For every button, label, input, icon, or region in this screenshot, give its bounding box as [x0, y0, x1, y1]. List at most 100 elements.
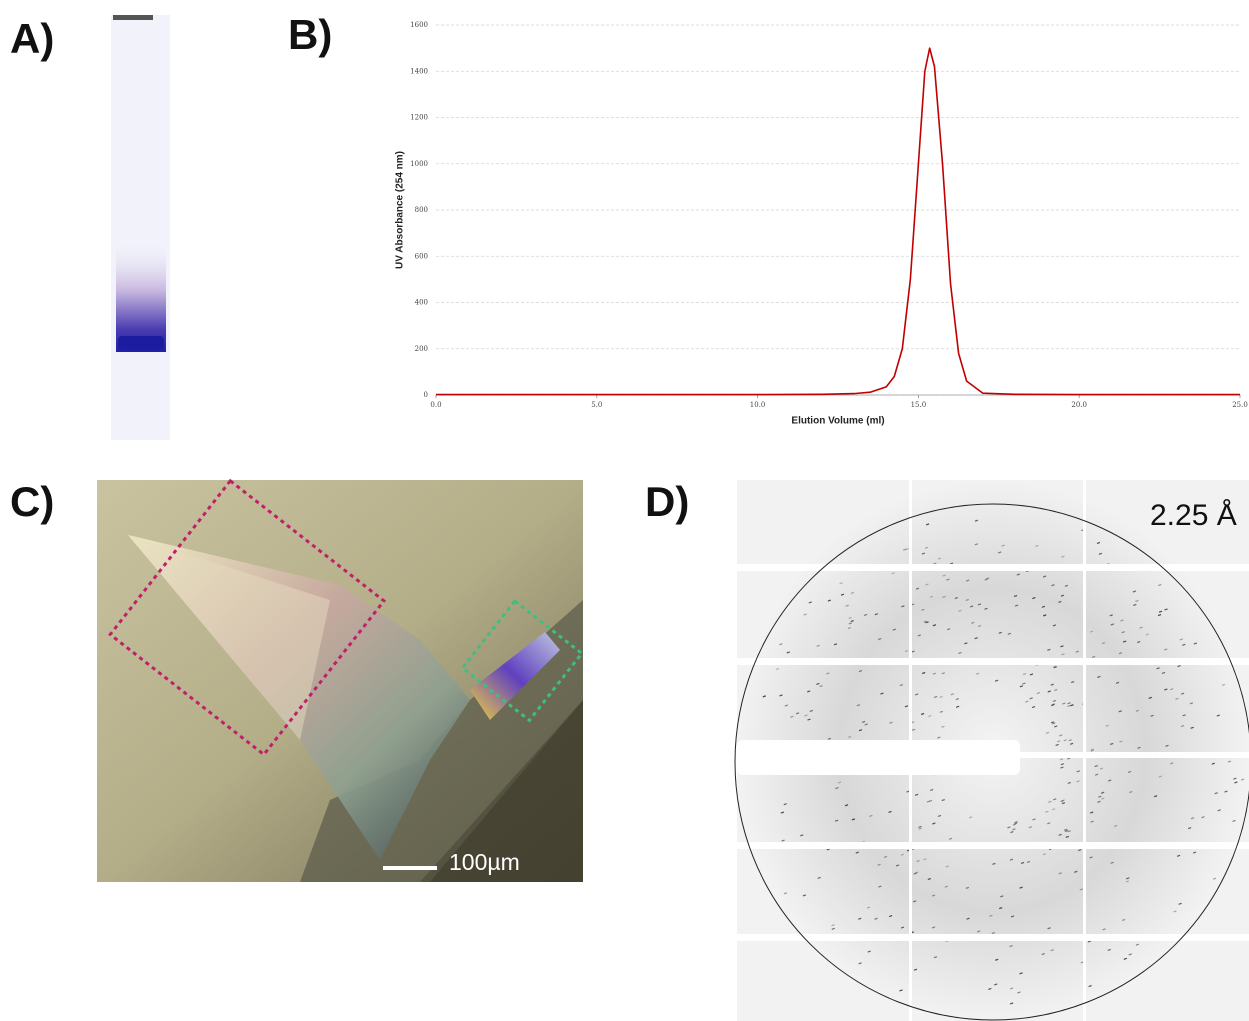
- diffraction-spot: [1060, 766, 1064, 769]
- diffraction-spot: [844, 804, 849, 807]
- diffraction-spot: [878, 885, 882, 888]
- diffraction-spot: [1233, 777, 1237, 780]
- diffraction-spot: [948, 837, 953, 840]
- diffraction-spot: [975, 672, 980, 675]
- diffraction-spot: [920, 712, 925, 716]
- diffraction-spot: [1098, 795, 1102, 798]
- diffraction-spot: [904, 650, 909, 653]
- diffraction-spot: [1063, 739, 1067, 742]
- diffraction-spot: [1031, 705, 1036, 709]
- diffraction-spot: [845, 604, 849, 607]
- diffraction-spot: [1013, 594, 1018, 598]
- diffraction-spot: [775, 667, 780, 670]
- diffraction-spot: [1054, 725, 1058, 728]
- gel-image: [111, 15, 170, 440]
- diffraction-spot: [1100, 791, 1105, 794]
- diffraction-spot: [847, 626, 852, 630]
- diffraction-spot: [779, 643, 783, 646]
- diffraction-spot: [889, 721, 893, 724]
- diffraction-spot: [1115, 681, 1120, 684]
- diffraction-spot: [1109, 614, 1113, 617]
- diffraction-spot: [923, 858, 927, 861]
- diffraction-spot: [941, 672, 946, 675]
- diffraction-spot: [1051, 584, 1055, 587]
- diffraction-spot: [1058, 872, 1062, 875]
- y-tick-label: 0: [424, 391, 428, 399]
- diffraction-spot: [1067, 702, 1071, 705]
- diffraction-spot: [904, 705, 909, 708]
- diffraction-spot: [991, 931, 995, 935]
- diffraction-spot: [927, 877, 932, 881]
- diffraction-spot: [1061, 802, 1066, 805]
- diffraction-spot: [1240, 778, 1245, 781]
- diffraction-spot: [1016, 573, 1020, 576]
- diffraction-spot: [1036, 692, 1040, 695]
- diffraction-spot: [895, 864, 900, 867]
- diffraction-spot: [1045, 731, 1050, 734]
- diffraction-spot: [856, 704, 861, 707]
- diffraction-spot: [933, 956, 938, 959]
- diffraction-spot: [913, 872, 917, 875]
- diffraction-spot: [1013, 822, 1018, 825]
- diffraction-spot: [1157, 614, 1162, 617]
- diffraction-spot: [1090, 749, 1095, 752]
- diffraction-spot: [804, 714, 808, 717]
- diffraction-spot: [942, 595, 946, 599]
- diffraction-spot: [931, 894, 936, 897]
- y-tick-label: 1400: [410, 67, 428, 75]
- diffraction-spot: [1216, 714, 1220, 717]
- diffraction-spot: [1182, 714, 1186, 717]
- crystal-photo: 100µm: [97, 478, 584, 882]
- diffraction-spot: [1009, 1002, 1014, 1005]
- diffraction-spot: [1187, 827, 1192, 830]
- diffraction-spot: [915, 693, 919, 696]
- diffraction-spot: [954, 596, 958, 600]
- diffraction-spot: [939, 695, 943, 699]
- diffraction-spot: [1201, 816, 1205, 819]
- diffraction-spot: [1074, 870, 1078, 873]
- diffraction-spot: [1032, 818, 1036, 821]
- diffraction-spot: [955, 697, 960, 701]
- line: [436, 47, 1240, 396]
- diffraction-spot: [1029, 673, 1034, 676]
- diffraction-spot: [916, 859, 920, 863]
- diffraction-spot: [826, 848, 830, 851]
- diffraction-spot: [877, 863, 881, 866]
- diffraction-spot: [781, 839, 785, 842]
- diffraction-spot: [939, 710, 944, 713]
- diffraction-spot: [1182, 643, 1186, 646]
- diffraction-spot: [899, 683, 903, 687]
- diffraction-spot: [1070, 681, 1075, 684]
- diffraction-spot: [855, 851, 859, 854]
- diffraction-spot: [866, 906, 871, 909]
- diffraction-spot: [848, 616, 852, 620]
- diffraction-spot: [977, 930, 981, 933]
- diffraction-spot: [1047, 822, 1051, 825]
- diffraction-spot: [913, 968, 918, 971]
- diffraction-spot: [937, 557, 942, 560]
- diffraction-spot: [1079, 888, 1083, 891]
- diffraction-spot: [1067, 757, 1071, 760]
- diffraction-spot: [861, 720, 866, 723]
- diffraction-spot: [946, 578, 950, 581]
- diffraction-spot: [921, 552, 926, 555]
- diffraction-spot: [977, 603, 982, 606]
- panel-label: B): [288, 11, 332, 58]
- diffraction-spot: [1122, 640, 1127, 643]
- diffraction-spot: [994, 983, 998, 986]
- diffraction-spot: [874, 613, 878, 616]
- diffraction-overlay: 2.25 Å: [734, 480, 1249, 1021]
- diffraction-spot: [1061, 555, 1065, 558]
- y-tick-label: 400: [415, 299, 428, 307]
- diffraction-spot: [932, 672, 937, 675]
- diffraction-spot: [1048, 800, 1052, 803]
- diffraction-spot: [958, 651, 962, 655]
- diffraction-spot: [969, 605, 974, 608]
- diffraction-spot: [864, 723, 868, 726]
- diffraction-spot: [1097, 675, 1101, 679]
- diffraction-spot: [1068, 739, 1072, 742]
- diffraction-spot: [902, 548, 907, 551]
- diffraction-spot: [1010, 915, 1015, 918]
- diffraction-spot: [989, 914, 993, 917]
- diffraction-spot: [816, 682, 820, 685]
